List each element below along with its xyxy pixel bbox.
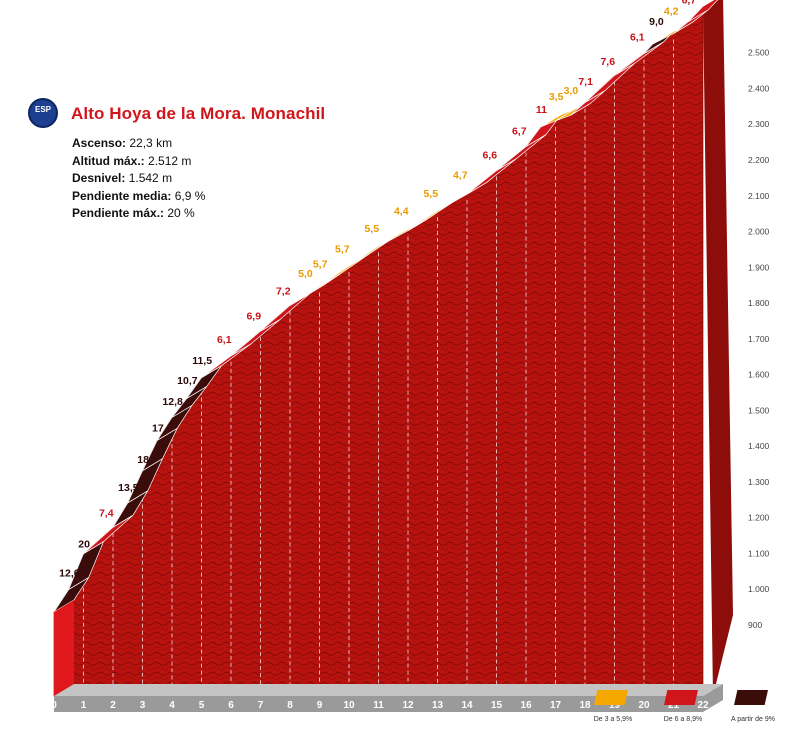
- stats-list: Ascenso: 22,3 km Altitud máx.: 2.512 m D…: [72, 135, 205, 223]
- gradient-label: 11: [536, 104, 547, 116]
- gradient-label: 7,2: [276, 285, 291, 297]
- gradient-label: 10,7: [177, 375, 198, 387]
- gradient-label: 17: [152, 422, 164, 434]
- gradient-label: 3,5: [549, 91, 564, 103]
- gradient-label: 6,1: [217, 334, 232, 346]
- x-tick-label: 4: [169, 700, 175, 711]
- gradient-label: 13,5: [118, 482, 139, 494]
- gradient-label: 4,2: [664, 6, 679, 18]
- y-tick-label: 1.200: [748, 513, 770, 523]
- y-tick-label: 1.300: [748, 477, 770, 487]
- legend-swatch-dark: [734, 690, 768, 705]
- y-tick-label: 1.900: [748, 262, 770, 272]
- gradient-label: 5,5: [423, 188, 438, 200]
- gradient-label: 6,1: [630, 32, 645, 44]
- y-tick-label: 1.800: [748, 298, 770, 308]
- x-tick-label: 19: [609, 700, 621, 711]
- stat-desnivel: Desnivel: 1.542 m: [72, 171, 173, 185]
- x-tick-label: 20: [638, 700, 650, 711]
- gradient-label: 3,0: [564, 85, 579, 97]
- x-tick-label: 17: [550, 700, 562, 711]
- gradient-label: 5,7: [313, 258, 328, 270]
- x-tick-label: 0: [51, 700, 57, 711]
- gradient-label: 4,7: [453, 170, 468, 182]
- x-tick-label: 6: [228, 700, 234, 711]
- gradient-label: 11,5: [192, 355, 212, 367]
- legend-label-dark: A partir de 9%: [731, 716, 775, 723]
- x-tick-label: 13: [432, 700, 444, 711]
- y-tick-label: 2.000: [748, 227, 770, 237]
- base-platform: [54, 684, 723, 712]
- stat-altitud: Altitud máx.: 2.512 m: [72, 153, 192, 168]
- x-tick-label: 15: [491, 700, 503, 711]
- legend-swatch-red: [664, 690, 698, 705]
- gradient-label: 6,6: [482, 149, 497, 161]
- gradient-label: 12,6: [59, 568, 80, 580]
- x-tick-label: 18: [579, 700, 591, 711]
- x-tick-label: 3: [140, 700, 146, 711]
- legend: De 3 a 5,9% De 6 a 8,9% A partir de 9%: [578, 690, 788, 730]
- gradient-label: 6,9: [246, 311, 261, 323]
- y-tick-label: 1.400: [748, 441, 770, 451]
- esp-badge-text: ESP: [34, 105, 51, 114]
- gradient-label: 9,0: [649, 16, 664, 28]
- y-tick-label: 1.100: [748, 548, 770, 558]
- y-tick-label: 2.200: [748, 155, 770, 165]
- x-tick-label: 5: [199, 700, 205, 711]
- legend-label-yellow: De 3 a 5,9%: [593, 716, 633, 723]
- x-tick-label: 16: [520, 700, 532, 711]
- y-tick-label: 900: [748, 620, 762, 630]
- y-tick-label: 2.300: [748, 119, 770, 129]
- y-tick-label: 2.500: [748, 48, 770, 58]
- x-tick-label: 10: [343, 700, 355, 711]
- x-tick-label: 14: [461, 700, 473, 711]
- y-tick-label: 2.100: [748, 191, 770, 201]
- y-tick-label: 2.400: [748, 83, 770, 93]
- esp-badge: ESP: [28, 98, 58, 128]
- legend-label-red: De 6 a 8,9%: [663, 716, 703, 723]
- chart-title: Alto Hoya de la Mora. Monachil: [71, 104, 326, 123]
- stat-pendiente-max: Pendiente máx.: 20 %: [72, 206, 195, 220]
- gradient-label: 7,6: [600, 56, 615, 68]
- stat-pendiente-media: Pendiente media: 6,9 %: [72, 188, 206, 203]
- gradient-label: 6,7: [682, 0, 697, 7]
- x-tick-label: 12: [402, 700, 414, 711]
- profile-right-face: [703, 0, 733, 696]
- x-tick-label: 1: [81, 700, 87, 711]
- x-tick-label: 8: [287, 700, 293, 711]
- gradient-label: 12,8: [162, 396, 183, 408]
- gradient-label: 5,5: [364, 223, 379, 235]
- y-tick-label: 1.600: [748, 370, 770, 380]
- x-tick-label: 2: [110, 700, 116, 711]
- y-tick-label: 1.000: [748, 584, 770, 594]
- gradient-label: 5,7: [335, 243, 350, 255]
- x-tick-label: 22: [697, 700, 709, 711]
- gradient-label: 4,4: [394, 206, 409, 218]
- gradient-label: 5,0: [298, 268, 313, 280]
- stat-ascenso: Ascenso: 22,3 km: [72, 136, 173, 150]
- x-tick-label: 9: [317, 700, 323, 711]
- gradient-label: 6,7: [512, 126, 527, 138]
- x-tick-label: 11: [373, 700, 384, 711]
- gradient-label: 20: [78, 539, 90, 551]
- gradient-segment: [687, 0, 719, 23]
- gradient-label: 18: [137, 454, 149, 466]
- profile-left-face: [54, 599, 74, 696]
- gradient-label: 7,4: [99, 507, 114, 519]
- x-tick-label: 21: [668, 700, 680, 711]
- legend-swatch-yellow: [594, 690, 628, 705]
- y-tick-label: 1.700: [748, 334, 770, 344]
- x-tick-label: 7: [258, 700, 264, 711]
- y-tick-label: 1.500: [748, 405, 770, 415]
- gradient-label: 7,1: [578, 76, 593, 88]
- base-top: [54, 684, 723, 696]
